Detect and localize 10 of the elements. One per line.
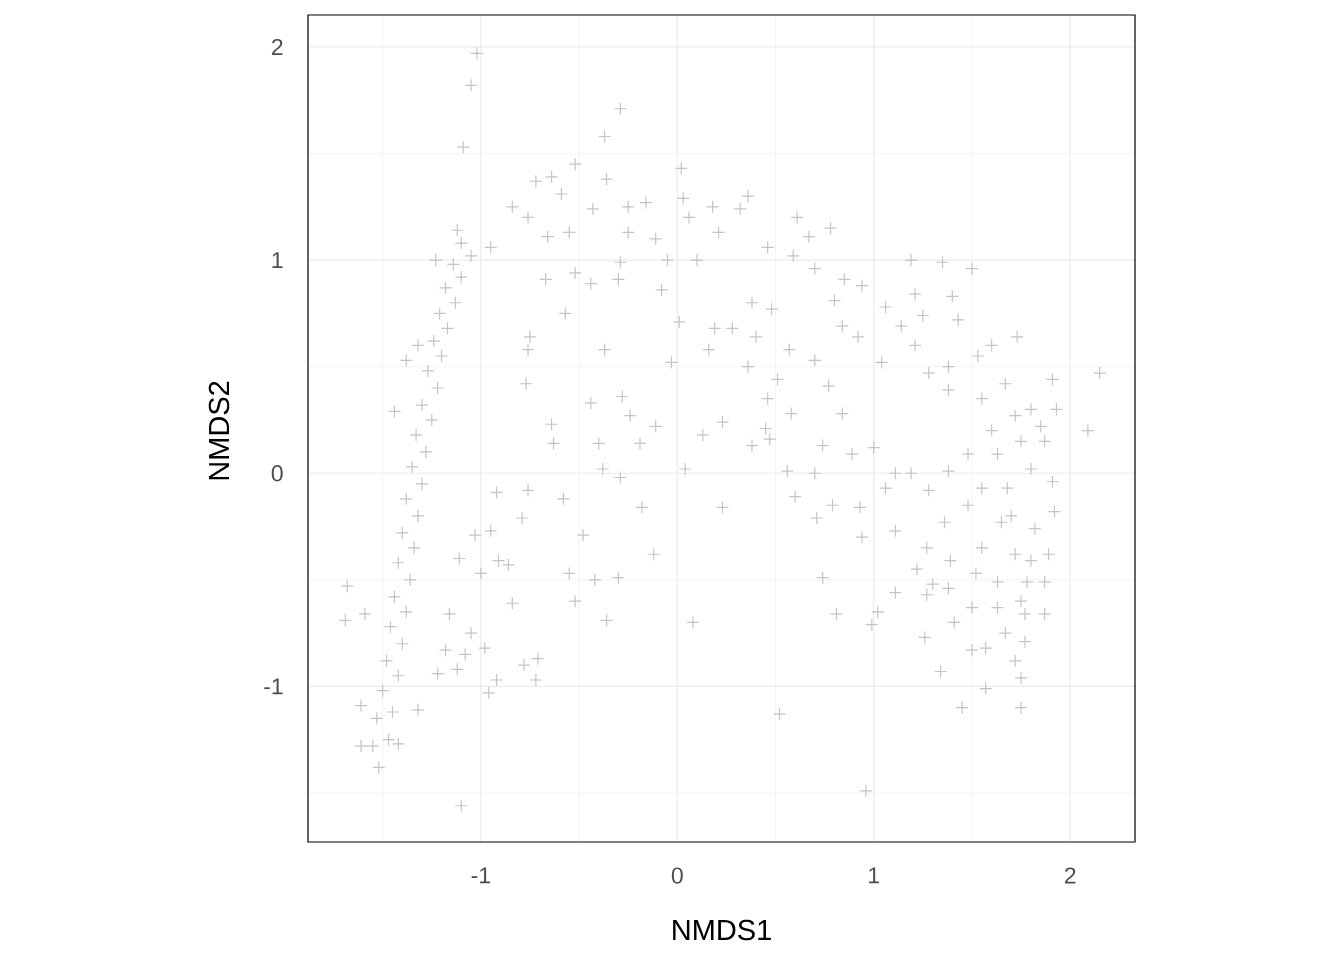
x-tick-label: 2 xyxy=(1064,867,1076,884)
y-tick-label: 1 xyxy=(272,252,283,269)
x-axis-title: NMDS1 xyxy=(673,919,771,941)
y-axis-title: NMDS2 xyxy=(208,381,230,480)
x-tick-label: -1 xyxy=(471,867,490,884)
y-tick-label: -1 xyxy=(264,678,283,695)
x-tick-label: 0 xyxy=(671,867,683,884)
y-tick-label: 0 xyxy=(271,465,283,482)
x-tick-label: 1 xyxy=(869,867,880,884)
y-tick-label: 2 xyxy=(271,38,283,55)
